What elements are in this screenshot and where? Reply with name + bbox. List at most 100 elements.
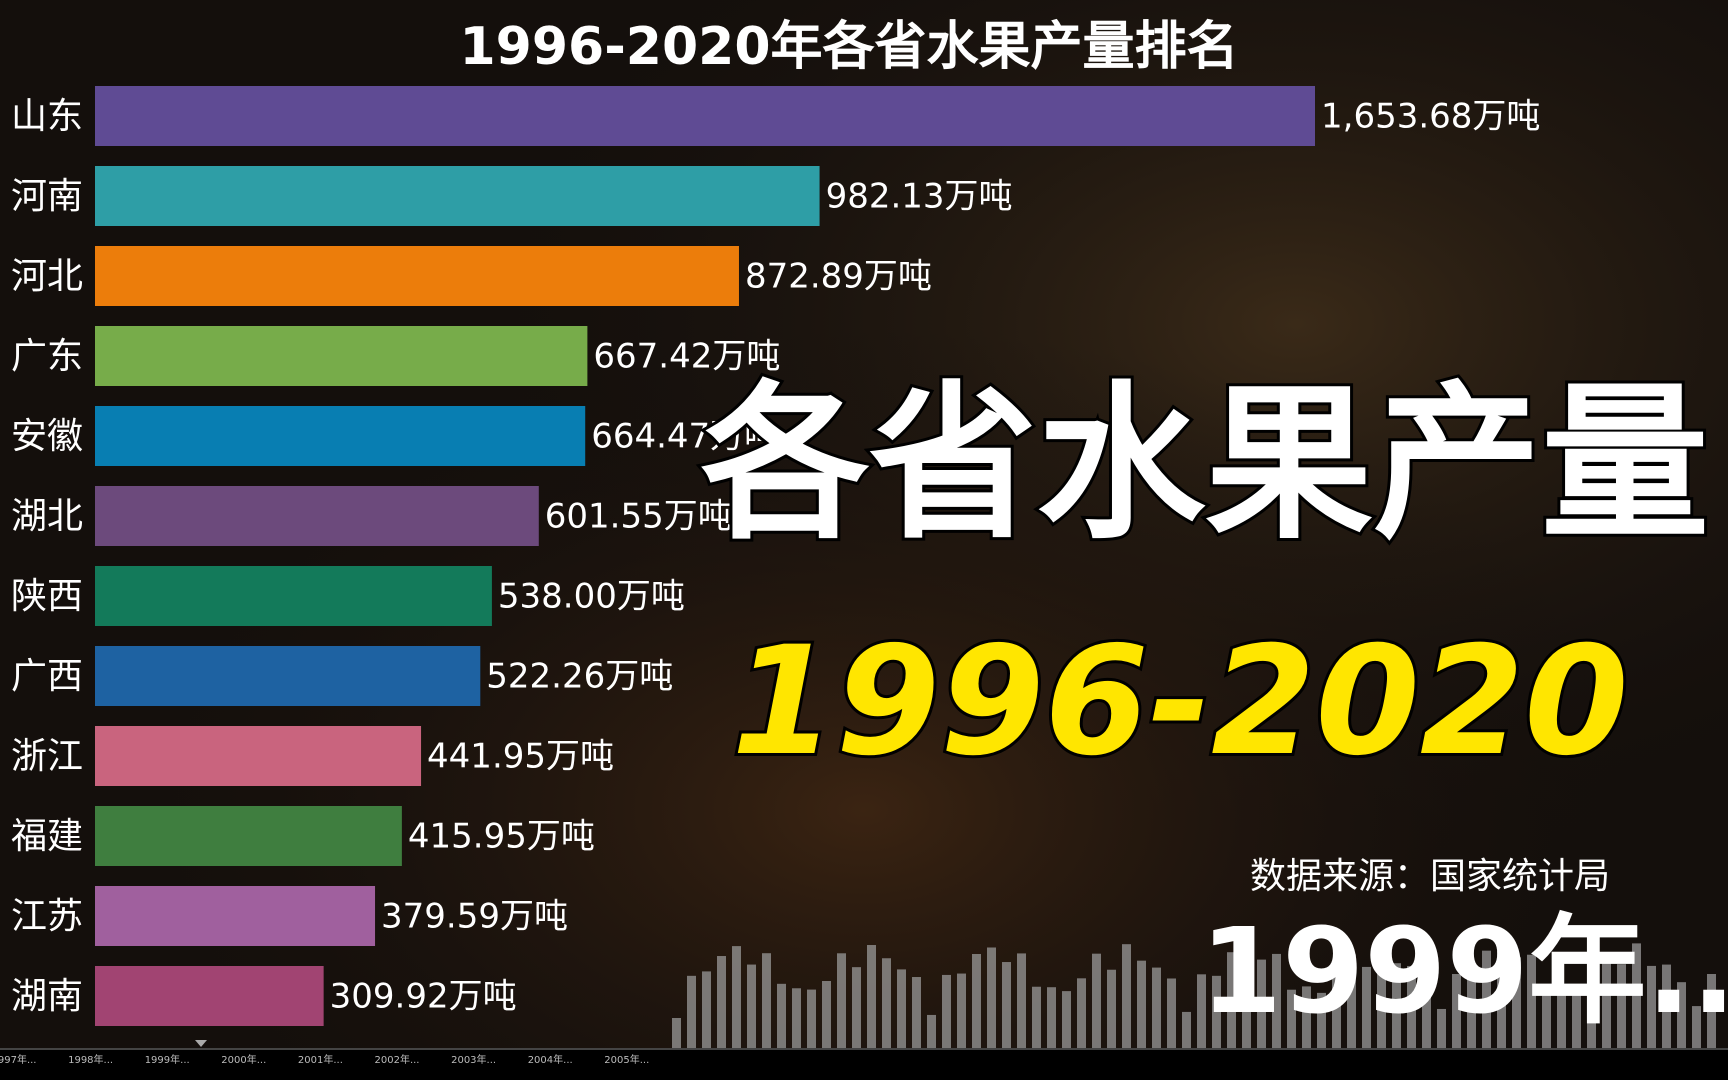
audio-bar [1602, 955, 1611, 1048]
audio-bar [1587, 973, 1596, 1048]
timeline-bar [0, 1048, 1728, 1080]
audio-bar [1542, 992, 1551, 1048]
audio-bar [1497, 950, 1506, 1048]
value-label: 538.00万吨 [498, 577, 685, 617]
audio-bar [1332, 975, 1341, 1048]
audio-bar [1002, 962, 1011, 1048]
audio-bar [687, 975, 696, 1048]
value-label: 601.55万吨 [545, 497, 732, 537]
audio-bar [1647, 965, 1656, 1048]
audio-bar [672, 1018, 681, 1048]
category-label: 河南 [11, 176, 83, 217]
value-label: 667.42万吨 [593, 337, 780, 377]
timeline: 1997年... 1998年... 1999年... 2000年... 2001年...… [0, 1053, 649, 1066]
overlay-years: 1996-2020 [731, 615, 1628, 789]
audio-bar [1077, 978, 1086, 1048]
value-label: 872.89万吨 [745, 257, 932, 297]
audio-bar [1392, 963, 1401, 1048]
audio-bar [1632, 943, 1641, 1048]
audio-bar [1407, 965, 1416, 1048]
audio-bar [1452, 974, 1461, 1048]
audio-bar [1212, 975, 1221, 1048]
value-label: 982.13万吨 [826, 177, 1013, 217]
value-label: 379.59万吨 [381, 897, 568, 937]
bar [95, 646, 481, 706]
current-year: 1999年... [1200, 902, 1728, 1040]
audio-bar [1287, 989, 1296, 1048]
audio-bar [1572, 994, 1581, 1048]
audio-bar [1062, 991, 1071, 1048]
value-label: 309.92万吨 [330, 977, 517, 1017]
audio-bar [1242, 949, 1251, 1048]
audio-bar [1467, 978, 1476, 1048]
timeline-label: 2005年... [604, 1053, 649, 1066]
value-label: 415.95万吨 [408, 817, 595, 857]
bar [95, 966, 324, 1026]
data-source: 数据来源：国家统计局 [1250, 856, 1610, 897]
value-label: 522.26万吨 [486, 657, 673, 697]
overlay-title: 各省水果产量 [701, 366, 1709, 562]
category-label: 陕西 [11, 576, 83, 617]
audio-bar [702, 971, 711, 1048]
timeline-pointer [195, 1040, 207, 1047]
audio-bar [1677, 982, 1686, 1048]
category-label: 湖北 [11, 496, 83, 537]
audio-bar [1662, 964, 1671, 1048]
audio-bar [1527, 954, 1536, 1048]
audio-bar [1362, 966, 1371, 1048]
audio-bar [1377, 943, 1386, 1048]
audio-bar [1437, 1008, 1446, 1048]
bar [95, 806, 402, 866]
category-label: 山东 [11, 96, 83, 137]
bar [95, 326, 588, 386]
audio-bar [762, 953, 771, 1048]
audio-bar [1692, 1006, 1701, 1048]
audio-bar [1047, 987, 1056, 1048]
timeline-label: 1998年... [68, 1053, 113, 1066]
audio-bar [1107, 969, 1116, 1048]
audio-bar [897, 969, 906, 1048]
category-label: 湖南 [11, 976, 83, 1017]
audio-bar [1617, 964, 1626, 1048]
value-label: 664.47万吨 [591, 417, 778, 457]
audio-bar [1092, 953, 1101, 1048]
value-label: 441.95万吨 [427, 737, 614, 777]
audio-bar [1182, 1011, 1191, 1048]
audio-bar [792, 988, 801, 1048]
audio-visualizer [672, 943, 1716, 1048]
bar [95, 726, 422, 786]
bar [95, 406, 586, 466]
audio-bar [1167, 978, 1176, 1048]
timeline-label: 1999年... [145, 1053, 190, 1066]
audio-bar [1122, 944, 1131, 1048]
timeline-label: 1997年... [0, 1053, 37, 1066]
chart-title: 1996-2020年各省水果产量排名 [459, 17, 1238, 77]
audio-bar [882, 958, 891, 1048]
timeline-label: 2000年... [221, 1053, 266, 1066]
audio-bar [867, 945, 876, 1048]
bar [95, 86, 1315, 146]
audio-bar [1257, 959, 1266, 1048]
audio-bar [1707, 973, 1716, 1048]
audio-bar [777, 983, 786, 1048]
audio-bar [1227, 952, 1236, 1048]
audio-bar [1302, 986, 1311, 1048]
audio-bar [717, 956, 726, 1048]
category-label: 江苏 [11, 896, 83, 937]
audio-bar [927, 1014, 936, 1048]
audio-bar [1272, 953, 1281, 1048]
audio-bar [1347, 954, 1356, 1048]
audio-bar [732, 946, 741, 1048]
category-label: 浙江 [11, 736, 83, 777]
audio-bar [1017, 953, 1026, 1048]
bar [95, 486, 539, 546]
audio-bar [1317, 992, 1326, 1048]
audio-bar [957, 973, 966, 1048]
timeline-label: 2004年... [528, 1053, 573, 1066]
bar [95, 246, 739, 306]
bar [95, 886, 376, 946]
audio-bar [912, 977, 921, 1048]
audio-bar [1197, 974, 1206, 1048]
